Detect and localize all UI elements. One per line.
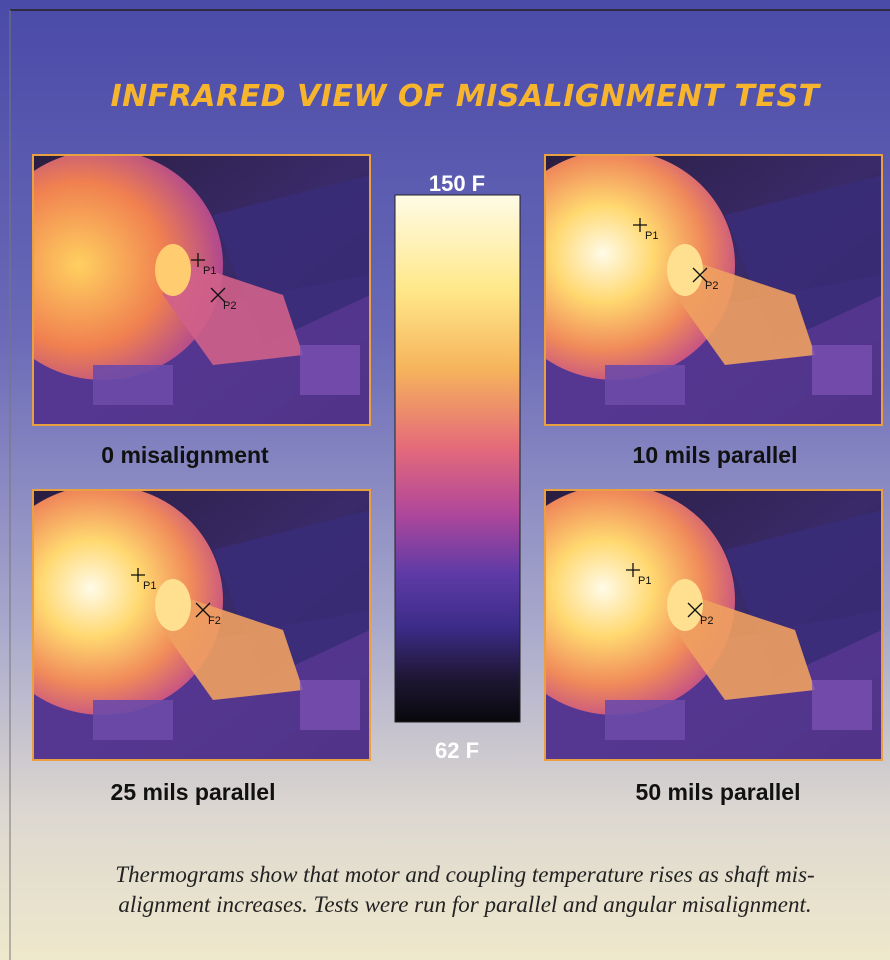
- thermogram: P1 P2: [544, 489, 883, 761]
- temperature-scale: [394, 194, 521, 723]
- marker-cross: [692, 267, 708, 283]
- marker-label: P1: [143, 580, 156, 592]
- base-block: [93, 365, 173, 405]
- caption-line: alignment increases. Tests were run for …: [118, 892, 811, 917]
- base-block: [812, 680, 872, 730]
- marker-label: P2: [223, 300, 236, 312]
- scale-max: 150 F: [429, 171, 485, 196]
- thermogram: P1 F2: [32, 489, 371, 761]
- image-caption: 25 mils parallel: [111, 779, 276, 805]
- thermogram: P1 P2: [32, 154, 371, 426]
- thermogram-content: [545, 155, 882, 425]
- marker-label: P2: [700, 615, 713, 627]
- shaft-coupling: [163, 590, 303, 700]
- coupling-hub: [155, 579, 191, 631]
- thermogram: P1 P2: [544, 154, 883, 426]
- panels: P1 P2 0 misalignment P1 P2 10 mils parallel P1…: [32, 154, 883, 805]
- shaft-coupling: [675, 590, 815, 700]
- thermogram-content: [33, 155, 370, 425]
- scale-min: 62 F: [435, 738, 479, 763]
- marker-label: P1: [203, 265, 216, 277]
- thermogram-content: [33, 490, 370, 760]
- base-block: [93, 700, 173, 740]
- image-border: [544, 154, 883, 426]
- image-border: [544, 489, 883, 761]
- marker-label: P1: [645, 230, 658, 242]
- image-border: [32, 154, 371, 426]
- motor-housing: [33, 155, 223, 380]
- marker-label: P1: [638, 575, 651, 587]
- base-block: [300, 680, 360, 730]
- marker-label: P2: [705, 280, 718, 292]
- title: INFRARED VIEW OF MISALIGNMENT TEST: [110, 79, 821, 114]
- image-border: [32, 489, 371, 761]
- marker-cross: [687, 602, 703, 618]
- coupling-hub: [155, 244, 191, 296]
- shaft-coupling: [675, 255, 815, 365]
- caption-line: Thermograms show that motor and coupling…: [115, 862, 814, 887]
- thermogram-content: [545, 490, 882, 760]
- base-block: [812, 345, 872, 395]
- motor-housing: [545, 490, 735, 715]
- image-caption: 50 mils parallel: [636, 779, 801, 805]
- coupling-hub: [667, 244, 703, 296]
- coupling-hub: [667, 579, 703, 631]
- base-block: [605, 700, 685, 740]
- marker-cross: [195, 602, 211, 618]
- image-caption: 10 mils parallel: [633, 442, 798, 468]
- base-block: [605, 365, 685, 405]
- motor-housing: [545, 155, 735, 380]
- base-block: [300, 345, 360, 395]
- image-caption: 0 misalignment: [101, 442, 269, 468]
- motor-housing: [33, 490, 223, 715]
- marker-cross: [210, 287, 226, 303]
- marker-label: F2: [208, 615, 221, 627]
- shaft-coupling: [163, 255, 303, 365]
